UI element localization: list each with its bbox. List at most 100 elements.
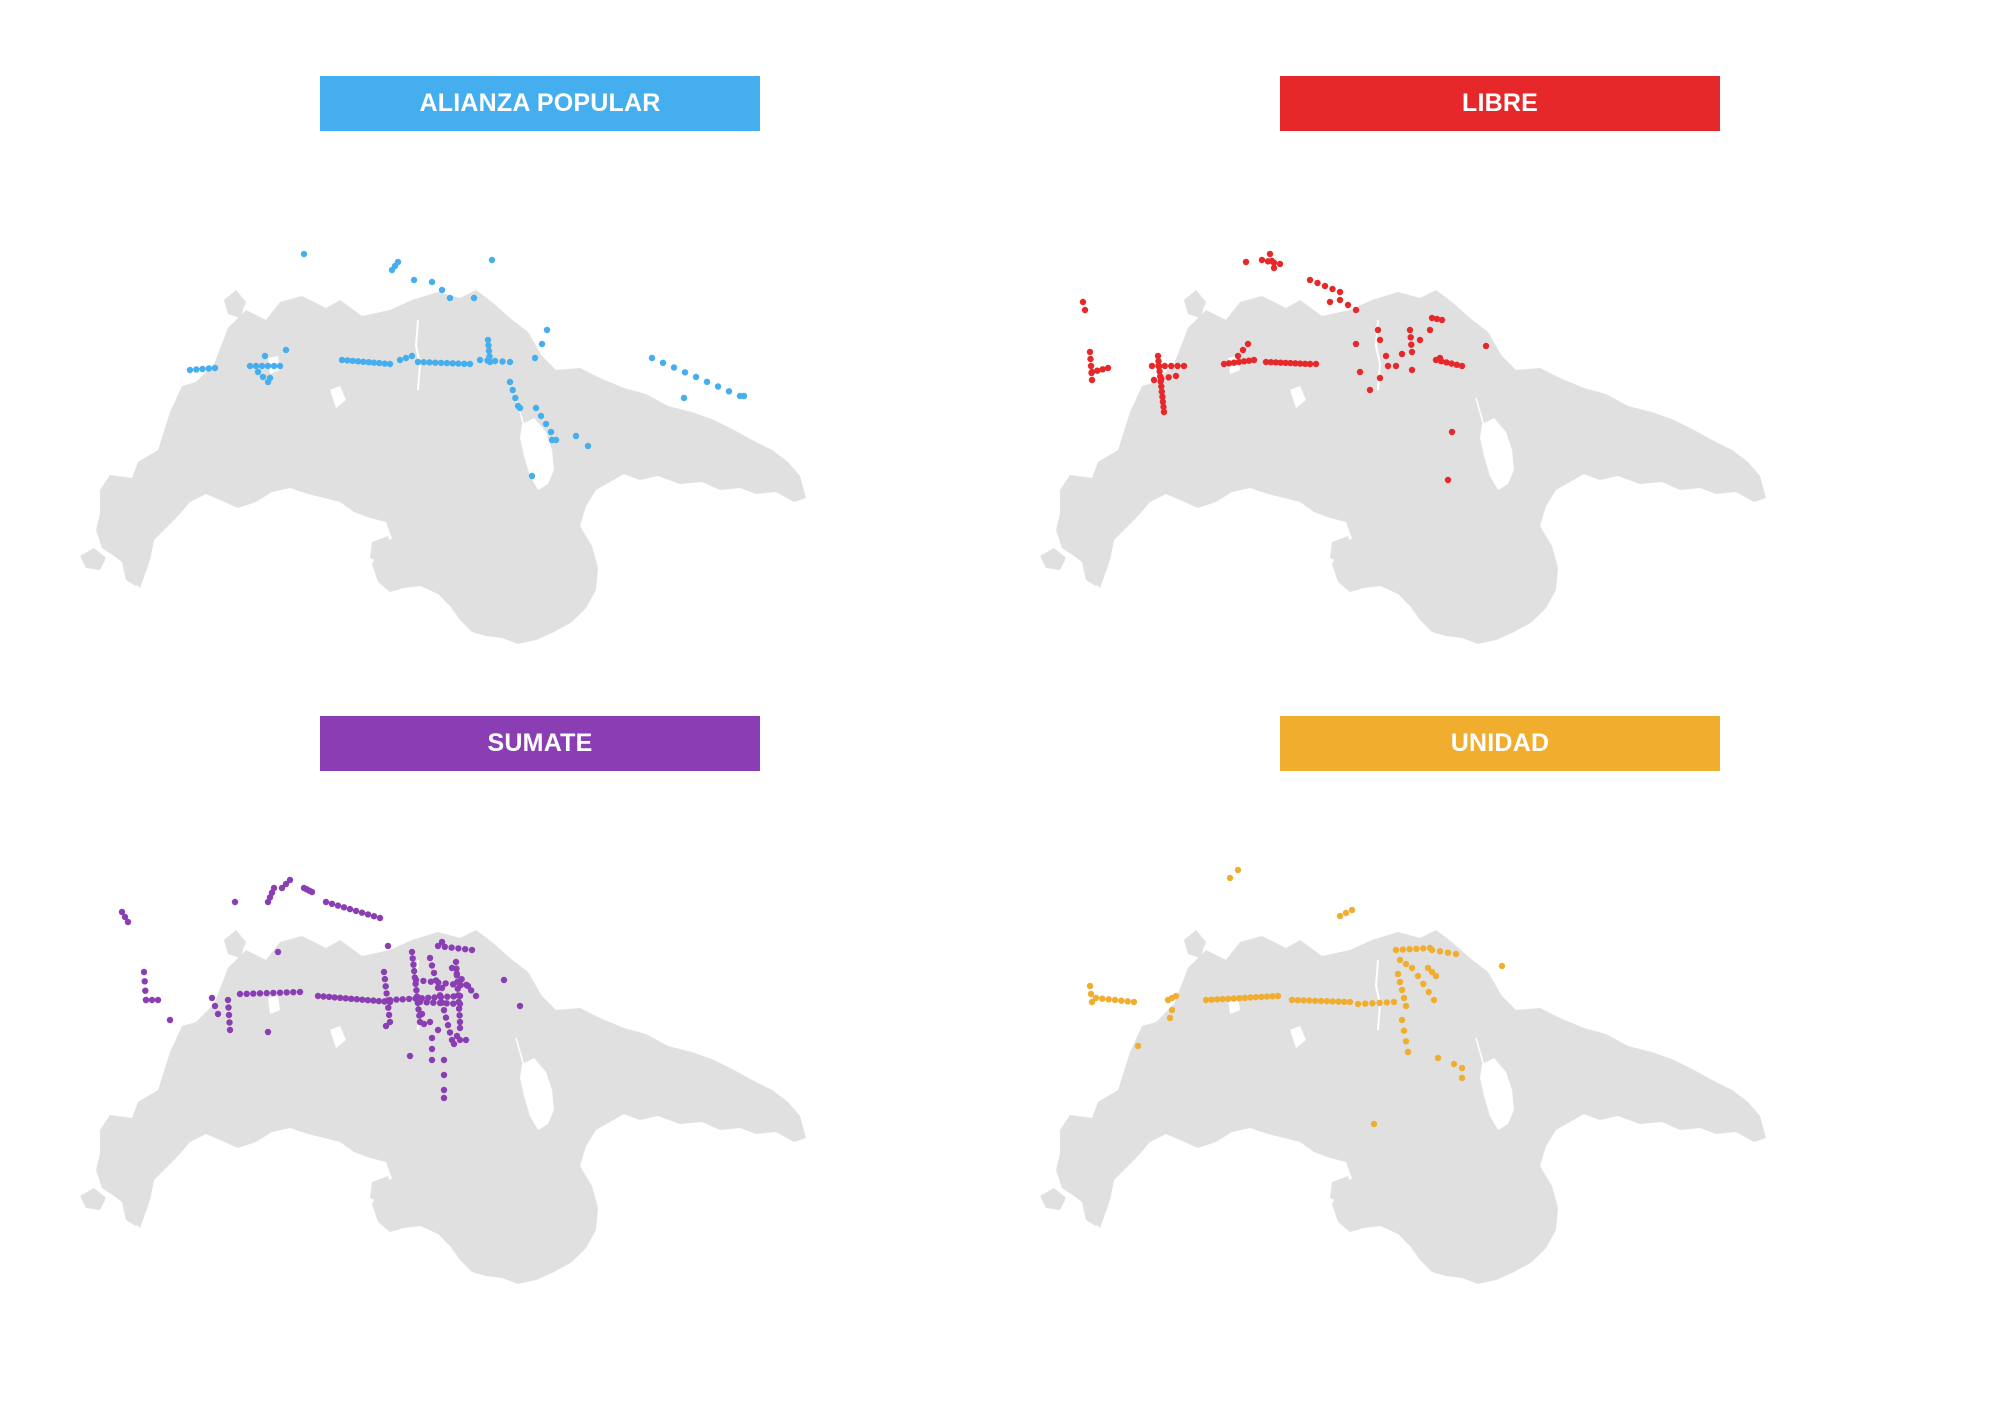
dot-unidad xyxy=(1225,995,1232,1002)
dot-libre xyxy=(1230,359,1238,366)
dot-unidad xyxy=(1428,968,1436,976)
dot-sumate xyxy=(141,978,148,985)
dot-sumate xyxy=(243,990,250,997)
dot-alianza xyxy=(670,364,678,371)
dot-sumate xyxy=(428,1045,436,1053)
dot-unidad xyxy=(1219,995,1226,1003)
dot-alianza xyxy=(259,373,267,381)
map-sumate xyxy=(79,876,807,1285)
dot-alianza xyxy=(648,354,656,362)
label-unidad-text: UNIDAD xyxy=(1450,729,1550,757)
dot-sumate xyxy=(420,1020,428,1028)
dot-sumate xyxy=(386,1018,394,1026)
dot-sumate xyxy=(441,943,448,950)
dot-sumate xyxy=(225,1011,233,1019)
dot-sumate xyxy=(274,948,282,956)
dot-sumate xyxy=(446,1029,454,1036)
dot-sumate xyxy=(443,1000,450,1007)
dot-sumate xyxy=(224,996,232,1004)
dot-unidad xyxy=(1432,972,1440,980)
dot-libre xyxy=(1336,296,1344,304)
dot-sumate xyxy=(282,880,290,888)
dot-unidad xyxy=(1406,946,1413,953)
base-map-shape xyxy=(1039,289,1767,645)
dot-libre xyxy=(1150,376,1158,384)
dot-libre xyxy=(1398,350,1406,358)
dot-sumate xyxy=(456,1000,464,1008)
dot-sumate xyxy=(428,1034,436,1042)
dot-unidad xyxy=(1236,995,1243,1002)
dot-alianza xyxy=(205,365,212,372)
dot-alianza xyxy=(246,362,254,370)
dot-alianza xyxy=(258,362,266,370)
dot-alianza xyxy=(466,360,474,368)
dot-libre xyxy=(1428,314,1436,322)
dot-libre xyxy=(1382,352,1390,360)
dot-libre xyxy=(1240,358,1248,365)
panel-libre: LIBRE xyxy=(1000,60,1960,680)
label-sumate-text: SUMATE xyxy=(487,729,593,757)
dot-sumate xyxy=(142,987,149,994)
dot-alianza xyxy=(486,353,493,360)
dot-libre xyxy=(1408,366,1416,374)
dot-alianza xyxy=(370,359,378,366)
dot-libre xyxy=(1314,279,1321,287)
dot-libre xyxy=(1081,306,1089,314)
dot-sumate xyxy=(455,945,462,952)
dot-libre xyxy=(1426,326,1434,334)
dot-sumate xyxy=(426,1018,434,1026)
dot-libre xyxy=(1384,362,1392,370)
dot-sumate xyxy=(458,976,465,983)
dot-libre xyxy=(1448,360,1455,367)
dot-sumate xyxy=(410,961,417,968)
dot-sumate xyxy=(428,962,436,969)
dot-sumate xyxy=(236,990,244,998)
dot-unidad xyxy=(1436,948,1444,955)
dot-unidad xyxy=(1402,960,1410,968)
dot-alianza xyxy=(254,368,262,376)
dot-unidad xyxy=(1087,990,1095,998)
dot-sumate xyxy=(500,976,508,984)
dot-unidad xyxy=(1402,1038,1410,1045)
dot-sumate xyxy=(434,1026,442,1034)
dot-sumate xyxy=(423,999,430,1006)
map-alianza-popular xyxy=(79,250,807,645)
dot-sumate xyxy=(348,995,355,1002)
dot-sumate xyxy=(346,905,354,913)
dot-libre xyxy=(1158,388,1165,395)
dot-unidad xyxy=(1086,982,1094,990)
dot-libre xyxy=(1154,352,1162,360)
dot-alianza xyxy=(740,392,748,400)
dot-unidad xyxy=(1458,1064,1466,1072)
dot-libre xyxy=(1276,260,1284,268)
label-libre: LIBRE xyxy=(1280,76,1720,131)
dot-unidad xyxy=(1105,996,1112,1003)
dot-libre xyxy=(1366,386,1374,394)
dot-libre xyxy=(1292,360,1299,367)
dot-unidad xyxy=(1424,964,1432,972)
dot-libre xyxy=(1406,326,1414,334)
dot-libre xyxy=(1104,364,1112,372)
dot-alianza xyxy=(488,256,496,264)
dot-alianza xyxy=(402,354,410,362)
dot-libre xyxy=(1297,360,1304,367)
dot-alianza xyxy=(394,258,402,266)
dot-alianza xyxy=(680,394,688,402)
dot-unidad xyxy=(1413,945,1420,952)
dot-libre xyxy=(1094,367,1101,374)
dot-unidad xyxy=(1247,994,1254,1001)
dot-libre xyxy=(1287,359,1294,367)
dot-sumate xyxy=(516,1002,524,1010)
dot-unidad xyxy=(1402,1002,1410,1010)
dot-libre xyxy=(1220,360,1228,368)
dot-sumate xyxy=(290,989,297,996)
dot-sumate xyxy=(456,1018,464,1026)
dot-alianza xyxy=(270,362,278,370)
dot-sumate xyxy=(434,942,442,950)
dot-sumate xyxy=(263,989,270,997)
dot-unidad xyxy=(1420,980,1427,988)
map-unidad xyxy=(1039,866,1767,1285)
dot-unidad xyxy=(1376,999,1383,1006)
dot-alianza xyxy=(199,365,206,373)
dot-unidad xyxy=(1088,998,1096,1006)
